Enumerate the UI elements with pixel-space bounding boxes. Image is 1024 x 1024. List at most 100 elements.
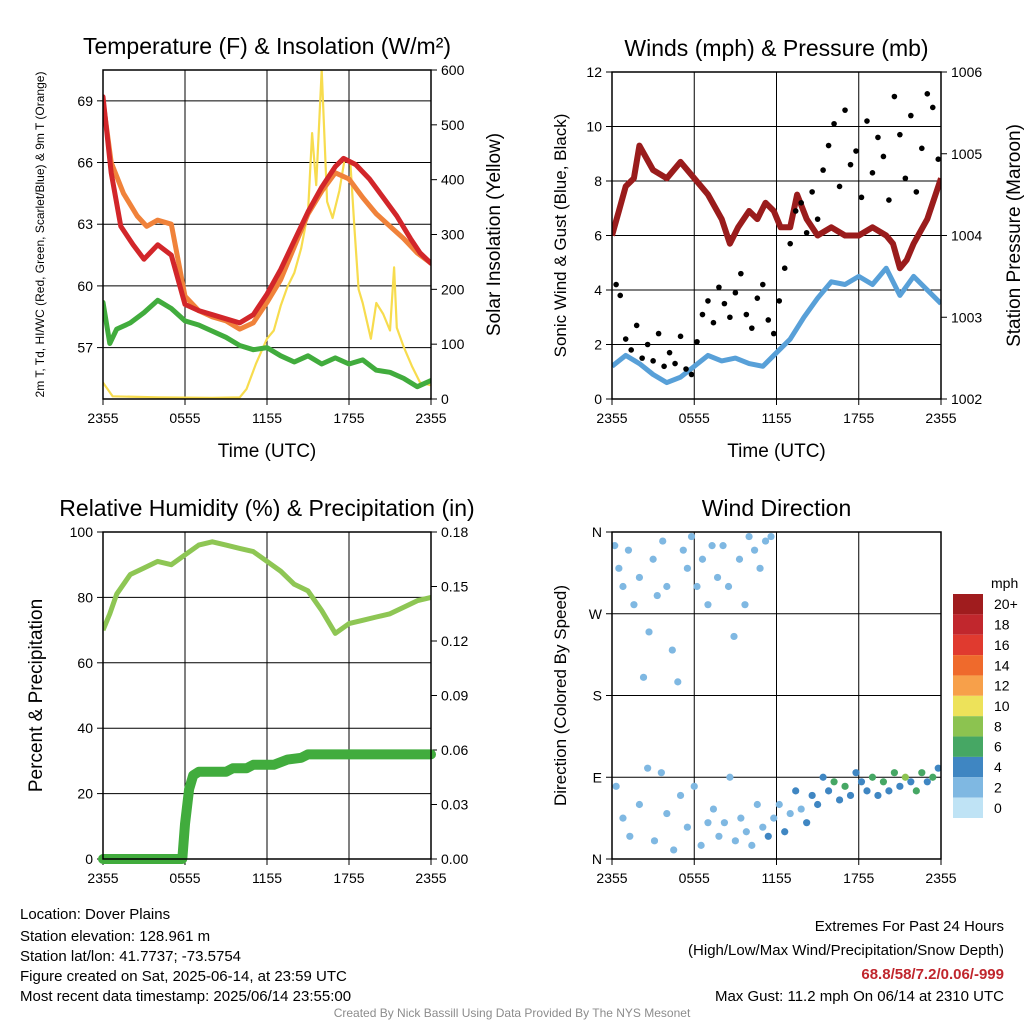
colorbar-swatch — [953, 695, 983, 717]
direction-point — [745, 532, 753, 541]
colorbar-label: 0 — [994, 800, 1002, 816]
direction-point — [645, 628, 653, 636]
direction-point — [624, 546, 633, 554]
direction-point — [635, 573, 644, 582]
gust-point — [809, 189, 815, 195]
series-line-sonic-wind — [612, 265, 941, 386]
direction-point — [626, 832, 634, 840]
direction-point — [726, 773, 734, 781]
x-axis-label: Time (UTC) — [218, 441, 317, 462]
x-tick-label: 2355 — [87, 870, 118, 886]
direction-point — [650, 837, 659, 845]
gust-point — [754, 295, 761, 301]
humidity-panel: Relative Humidity (%) & Precipitation (i… — [26, 495, 475, 886]
colorbar-swatch — [953, 614, 983, 635]
direction-point — [715, 832, 723, 840]
direction-point — [764, 832, 772, 840]
y2-tick-label: 500 — [441, 117, 465, 133]
gust-point — [628, 347, 634, 353]
gust-point — [683, 366, 689, 372]
y-tick-label: 100 — [70, 524, 94, 540]
gust-point — [897, 131, 903, 138]
gust-point — [650, 358, 656, 364]
y-tick-label: 6 — [594, 228, 602, 244]
direction-point — [713, 573, 722, 582]
y-tick-label: W — [589, 606, 603, 622]
y-axis-label: 2m T, Td, HI/WC (Red, Green, Scarlet/Blu… — [33, 72, 47, 398]
y2-tick-label: 300 — [441, 227, 465, 243]
gust-point — [738, 270, 744, 277]
direction-point — [690, 782, 698, 790]
colorbar-swatch — [953, 655, 983, 676]
direction-point — [819, 773, 827, 781]
gust-point — [770, 330, 777, 337]
gust-point — [765, 317, 772, 323]
gust-point — [721, 300, 728, 307]
colorbar-label: 10 — [994, 698, 1010, 714]
credit-text: Created By Nick Bassill Using Data Provi… — [333, 1006, 691, 1020]
gust-point — [886, 197, 892, 203]
plot-area — [612, 532, 941, 854]
direction-point — [704, 819, 712, 827]
y-axis-label: Percent & Precipitation — [26, 599, 47, 792]
direction-point — [612, 542, 619, 550]
x-tick-label: 1755 — [333, 870, 364, 886]
y2-tick-label: 1005 — [951, 146, 982, 162]
direction-point — [737, 814, 745, 822]
series-line-2m-t — [103, 94, 431, 326]
direction-point — [668, 646, 676, 654]
colorbar-label: 8 — [994, 718, 1002, 734]
y2-tick-label: 200 — [441, 281, 465, 297]
direction-point — [720, 819, 729, 827]
y2-tick-label: 1006 — [951, 64, 982, 80]
x-tick-label: 0555 — [169, 870, 200, 886]
gust-point — [776, 298, 783, 304]
y-tick-label: 0 — [85, 851, 93, 867]
x-tick-label: 0555 — [679, 410, 710, 426]
y-tick-label: 63 — [77, 216, 93, 232]
gust-point — [842, 107, 848, 113]
gust-point — [759, 281, 766, 288]
direction-point — [901, 773, 909, 781]
series-line-9m-t — [103, 98, 431, 332]
direction-point — [708, 542, 716, 550]
y2-tick-label: 1002 — [951, 391, 982, 407]
direction-point — [863, 787, 871, 795]
gust-point — [902, 175, 909, 182]
y-tick-label: 4 — [594, 282, 602, 298]
plot-frame — [102, 531, 432, 860]
x-tick-label: 1755 — [843, 410, 874, 426]
gust-point — [633, 322, 640, 329]
direction-point — [653, 591, 661, 600]
direction-point — [735, 555, 744, 563]
x-tick-label: 2355 — [925, 870, 956, 886]
direction-point — [674, 678, 682, 686]
direction-point — [742, 828, 750, 836]
gust-point — [710, 319, 717, 326]
direction-point — [704, 601, 712, 609]
y-axis-label: Direction (Colored By Speed) — [551, 585, 570, 806]
x-tick-label: 1155 — [252, 410, 282, 426]
plot-area — [103, 539, 431, 636]
colorbar-label: 16 — [994, 637, 1010, 653]
chart-title: Winds (mph) & Pressure (mb) — [624, 35, 928, 61]
direction-point — [835, 796, 844, 804]
x-tick-label: 0555 — [679, 870, 710, 886]
direction-point — [750, 546, 759, 554]
gust-point — [705, 298, 711, 304]
colorbar-swatch — [953, 675, 983, 696]
gust-point — [891, 93, 898, 100]
gust-point — [661, 363, 667, 370]
direction-point — [934, 764, 941, 772]
gust-point — [743, 311, 750, 318]
gust-point — [864, 118, 870, 124]
latlon-text: Station lat/lon: 41.7737; -73.5754 — [20, 948, 242, 965]
y-axis-label: Sonic Wind & Gust (Blue, Black) — [551, 114, 570, 358]
x-tick-label: 2355 — [596, 870, 627, 886]
direction-point — [630, 601, 638, 609]
series-line-td — [103, 297, 431, 390]
extremes-title: Extremes For Past 24 Hours — [814, 918, 1004, 935]
winds-panel: Winds (mph) & Pressure (mb) 2355 0555 1155 1… — [551, 35, 1024, 462]
gust-point — [798, 200, 804, 206]
